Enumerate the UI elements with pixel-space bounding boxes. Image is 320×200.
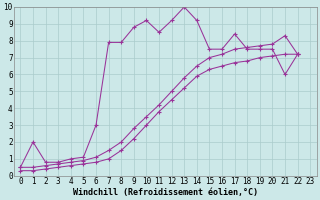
X-axis label: Windchill (Refroidissement éolien,°C): Windchill (Refroidissement éolien,°C): [73, 188, 258, 197]
